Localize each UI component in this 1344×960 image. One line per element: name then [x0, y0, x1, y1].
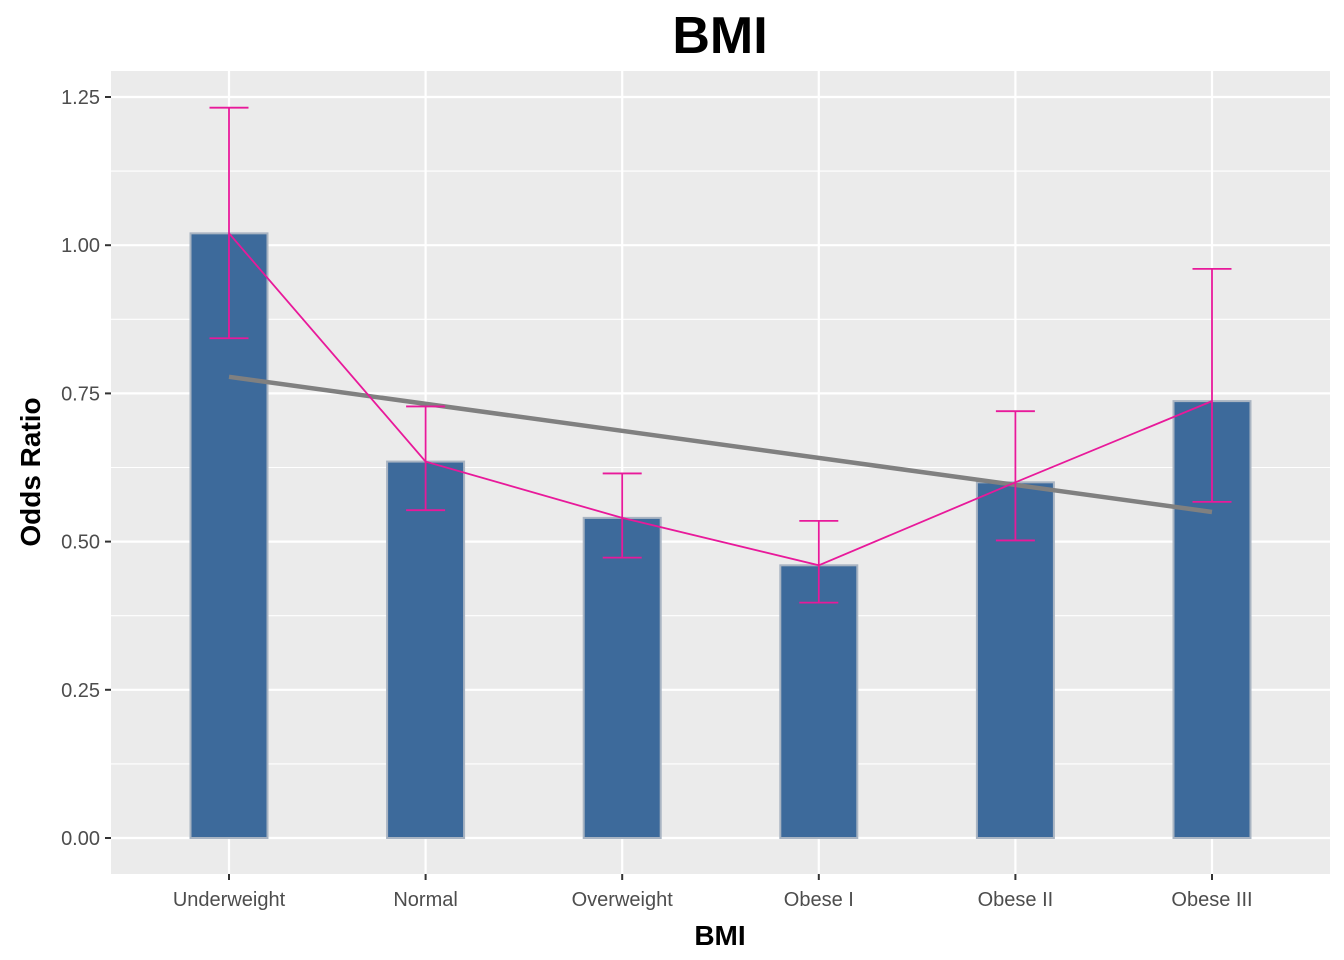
x-tick-label: Obese I	[784, 889, 854, 911]
x-tick-label: Overweight	[572, 889, 674, 911]
bar	[582, 516, 662, 839]
y-tick-label: 0.75	[61, 383, 100, 405]
y-tick-label: 0.50	[61, 532, 100, 554]
trend-line	[228, 374, 1213, 515]
y-axis-ticks: 0.00 0.25 0.50 0.75 1.00 1.25	[61, 87, 111, 850]
y-tick-label: 1.25	[61, 87, 100, 109]
error-bars	[209, 106, 1232, 604]
x-tick-label: Normal	[393, 889, 457, 911]
x-tick-label: Obese III	[1171, 889, 1252, 911]
error-bar	[1192, 268, 1232, 503]
error-bar	[799, 519, 839, 604]
error-bar	[995, 410, 1035, 542]
chart-title: BMI	[672, 7, 767, 65]
bar	[975, 481, 1055, 839]
error-bar	[209, 106, 249, 340]
x-tick-label: Underweight	[173, 889, 286, 911]
trend-line-layer	[228, 374, 1213, 515]
y-tick-label: 1.00	[61, 235, 100, 257]
error-bar	[406, 405, 446, 512]
x-tick-label: Obese II	[978, 889, 1054, 911]
x-axis-ticks: Underweight Normal Overweight Obese I Obese …	[173, 874, 1253, 911]
bar	[386, 460, 466, 839]
bar	[779, 564, 859, 839]
error-bar	[602, 472, 642, 559]
y-tick-label: 0.00	[61, 828, 100, 850]
y-tick-label: 0.25	[61, 680, 100, 702]
y-axis-title: Odds Ratio	[15, 397, 46, 546]
connecting-line	[228, 232, 1213, 567]
connecting-line-layer	[228, 232, 1213, 567]
plot-panel	[111, 71, 1330, 874]
x-axis-title: BMI	[694, 920, 745, 951]
